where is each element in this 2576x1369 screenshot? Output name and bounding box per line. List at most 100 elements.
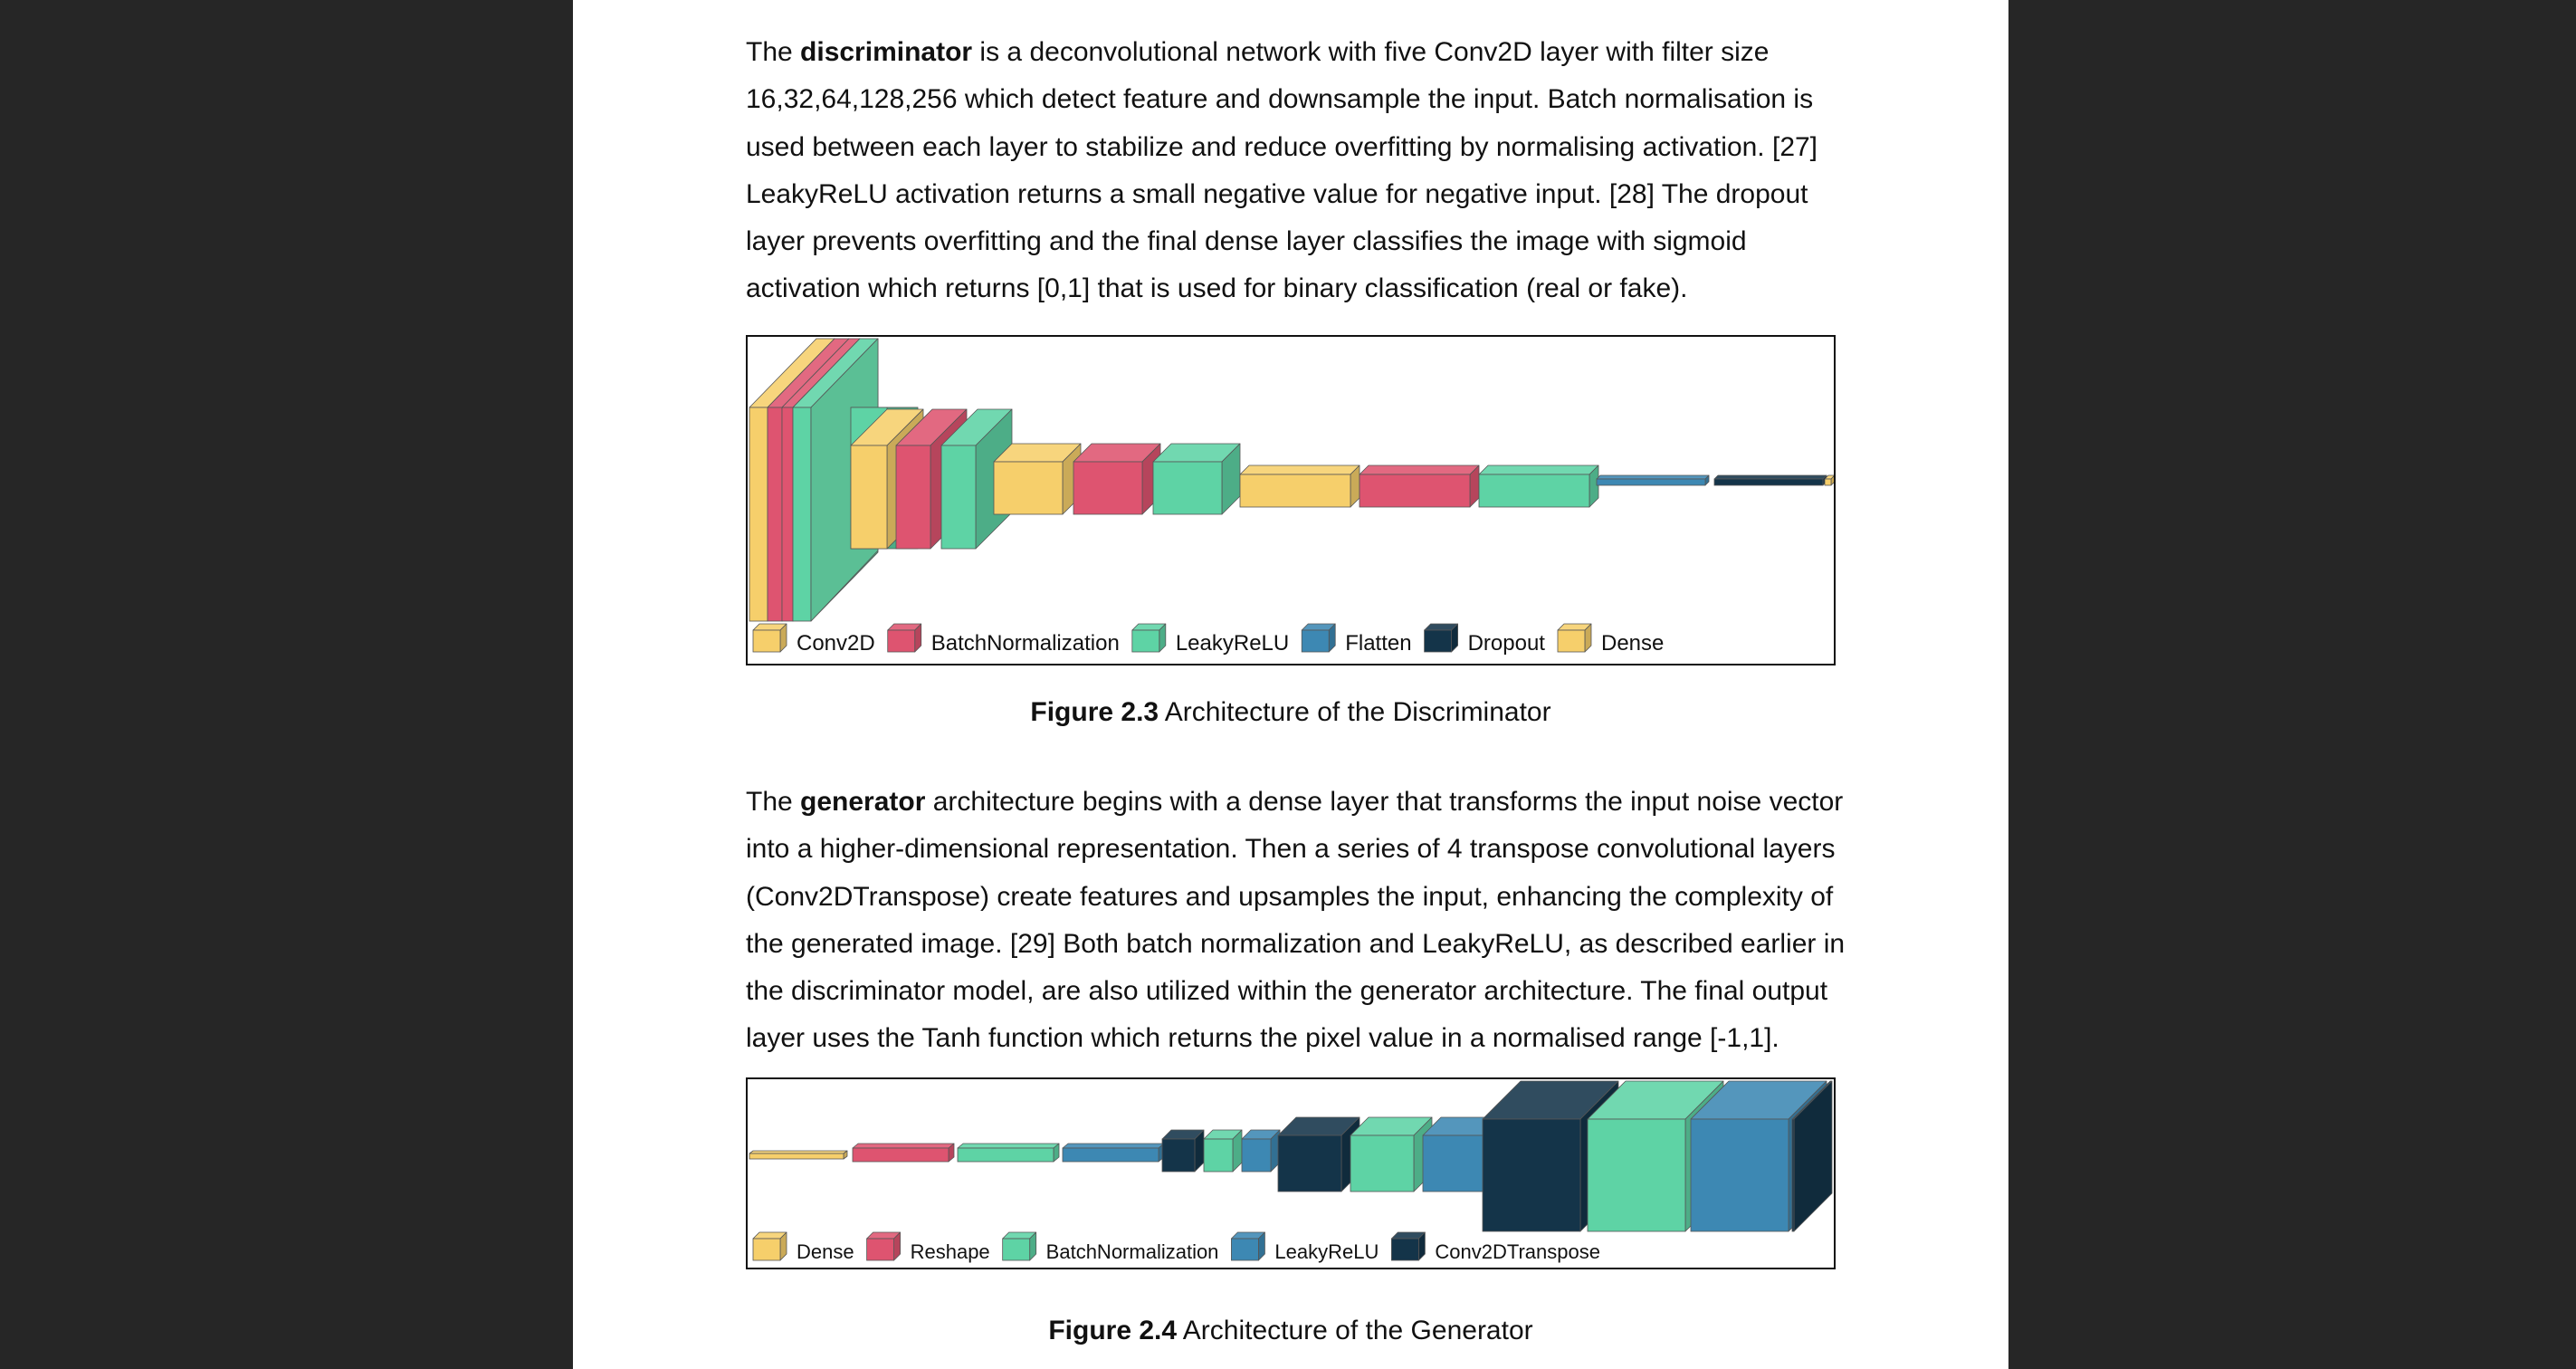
legend-label: Conv2D — [797, 631, 875, 656]
text-run: The — [746, 787, 801, 817]
layer-top-face — [1239, 464, 1360, 475]
batchnorm-layer — [1350, 1116, 1433, 1192]
legend-swatch — [1002, 1231, 1037, 1261]
layer-front-face — [1350, 1134, 1415, 1192]
figure-label: Figure 2.3 — [1030, 697, 1159, 727]
bold-term: discriminator — [800, 37, 973, 67]
text-run: (Conv2DTranspose) create features and up… — [746, 881, 1834, 912]
conv2dtranspose-layer — [1161, 1129, 1205, 1173]
text-run: the generated image. [29] Both batch nor… — [746, 928, 1846, 959]
layer-front-face — [1231, 1238, 1259, 1261]
legend-label: Flatten — [1345, 631, 1411, 656]
conv2d-layer — [993, 443, 1082, 515]
layer-front-face — [749, 1153, 844, 1160]
text-line: into a higher-dimensional representation… — [746, 826, 1846, 873]
layer-front-face — [1791, 1118, 1795, 1232]
discriminator-caption: Figure 2.3 Architecture of the Discrimin… — [573, 697, 2008, 728]
layer-front-face — [940, 445, 977, 550]
generator-figure: Dense Reshape BatchNormalization LeakyReLU C… — [746, 1077, 1836, 1269]
legend-swatch — [887, 623, 922, 653]
legend-swatch — [1557, 623, 1592, 653]
text-run: 16,32,64,128,256 which detect feature an… — [746, 84, 1814, 115]
legend-swatch — [866, 1231, 901, 1261]
legend-swatch — [752, 623, 787, 653]
layer-top-face — [852, 1143, 955, 1149]
dense-layer — [749, 1150, 848, 1160]
layer-front-face — [767, 407, 783, 622]
layer-top-face — [1478, 464, 1599, 475]
flatten-layer — [1596, 474, 1710, 486]
text-line: layer prevents overfitting and the final… — [746, 218, 1846, 265]
text-run: The — [746, 37, 801, 67]
legend-swatch — [1424, 623, 1458, 653]
text-run: activation which returns [0,1] that is u… — [746, 273, 1688, 304]
layer-front-face — [866, 1238, 894, 1261]
reshape-layer — [852, 1143, 955, 1163]
generator-paragraph: The generator architecture begins with a… — [746, 779, 1846, 1063]
text-line: 16,32,64,128,256 which detect feature an… — [746, 76, 1846, 123]
text-run: is a deconvolutional network with five C… — [972, 37, 1770, 67]
legend-label: LeakyReLU — [1274, 1240, 1379, 1263]
legend-label: Dense — [797, 1240, 854, 1263]
layer-top-face — [1062, 1143, 1165, 1149]
conv2dtranspose-layer — [1791, 1080, 1833, 1232]
document-page: The discriminator is a deconvolutional n… — [573, 0, 2008, 1369]
conv2dtranspose-layer — [1277, 1116, 1360, 1192]
leakyrelu-layer — [1241, 1129, 1281, 1173]
bold-term: generator — [800, 787, 926, 817]
legend-swatch — [1301, 623, 1336, 653]
text-line: the generated image. [29] Both batch nor… — [746, 921, 1846, 968]
discriminator-diagram: Conv2D BatchNormalization LeakyReLU Flatten… — [749, 338, 1834, 656]
legend-swatch — [1390, 1231, 1426, 1261]
text-line: The generator architecture begins with a… — [746, 779, 1846, 826]
layer-front-face — [993, 461, 1064, 515]
layer-front-face — [1587, 1118, 1686, 1232]
leakyrelu-layer — [1062, 1143, 1165, 1163]
text-run: into a higher-dimensional representation… — [746, 834, 1836, 865]
layer-front-face — [852, 1147, 949, 1163]
layer-front-face — [749, 407, 768, 622]
layer-front-face — [1152, 461, 1223, 515]
generator-diagram: Dense Reshape BatchNormalization LeakyReLU C… — [749, 1080, 1833, 1263]
layer-front-face — [1390, 1238, 1419, 1261]
layer-front-face — [752, 1238, 781, 1261]
layer-front-face — [792, 407, 812, 622]
layer-front-face — [1422, 1134, 1487, 1192]
layer-front-face — [957, 1147, 1054, 1163]
layer-front-face — [1241, 1138, 1272, 1173]
legend-label: Reshape — [911, 1240, 990, 1263]
text-line: (Conv2DTranspose) create features and up… — [746, 874, 1846, 921]
layer-front-face — [1713, 478, 1824, 486]
layer-top-face — [1596, 474, 1710, 480]
text-line: layer uses the Tanh function which retur… — [746, 1015, 1846, 1062]
layer-front-face — [1239, 474, 1351, 508]
layer-front-face — [1301, 629, 1330, 653]
layer-front-face — [781, 407, 794, 622]
figure-label: Figure 2.4 — [1048, 1316, 1178, 1345]
layer-front-face — [887, 629, 916, 653]
legend-label: LeakyReLU — [1176, 631, 1289, 656]
legend-label: BatchNormalization — [931, 631, 1120, 656]
legend-label: Dense — [1601, 631, 1664, 656]
layer-front-face — [1690, 1118, 1789, 1232]
layer-front-face — [1131, 629, 1160, 653]
figure-title: Architecture of the Generator — [1177, 1316, 1533, 1345]
layer-front-face — [1557, 629, 1586, 653]
text-run: LeakyReLU activation returns a small neg… — [746, 178, 1808, 209]
batchnorm-layer — [957, 1143, 1060, 1163]
layer-front-face — [1277, 1134, 1342, 1192]
legend-swatch — [1131, 623, 1167, 653]
layer-front-face — [1824, 478, 1832, 486]
dropout-layer — [1713, 474, 1827, 486]
layer-front-face — [1424, 629, 1452, 653]
batchnorm-layer — [1359, 464, 1480, 508]
generator-caption: Figure 2.4 Architecture of the Generator — [573, 1316, 2008, 1346]
text-run: layer prevents overfitting and the final… — [746, 226, 1747, 257]
layer-front-face — [1073, 461, 1143, 515]
layer-top-face — [1713, 474, 1827, 480]
leakyrelu-layer — [1152, 443, 1241, 515]
leakyrelu-layer — [1478, 464, 1599, 508]
layer-front-face — [1478, 474, 1590, 508]
discriminator-figure: Conv2D BatchNormalization LeakyReLU Flatten… — [746, 335, 1836, 665]
text-run: the discriminator model, are also utiliz… — [746, 976, 1828, 1007]
